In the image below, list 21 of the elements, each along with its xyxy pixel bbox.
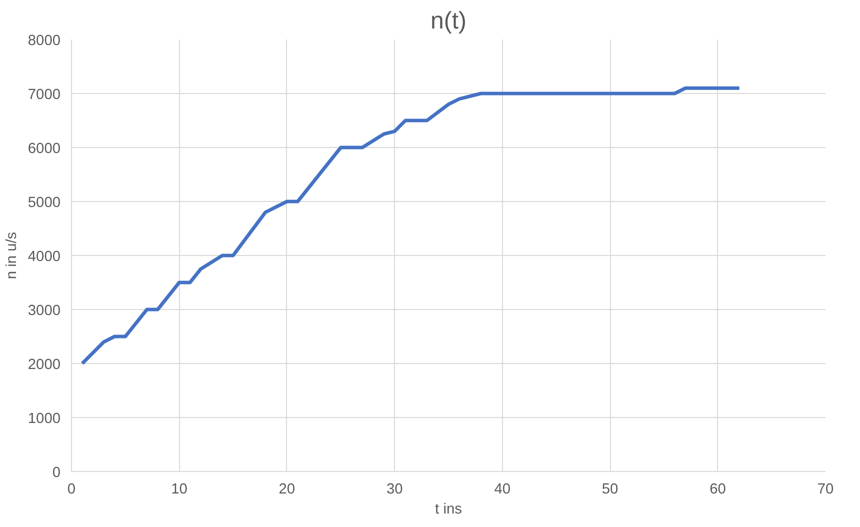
x-tick-label: 50: [602, 482, 618, 498]
chart-title: n(t): [430, 8, 466, 34]
y-tick-label: 8000: [28, 33, 61, 49]
x-tick-label: 40: [494, 482, 511, 498]
y-tick-label: 1000: [28, 411, 61, 427]
y-tick-label: 6000: [28, 141, 61, 157]
y-tick-label: 0: [52, 465, 61, 481]
x-tick-label: 60: [710, 482, 726, 498]
y-tick-label: 5000: [28, 195, 61, 211]
x-tick-label: 70: [817, 482, 834, 498]
x-tick-label: 20: [278, 482, 296, 498]
y-tick-label: 4000: [28, 249, 61, 265]
x-tick-label: 0: [67, 482, 76, 498]
y-axis-title: n in u/s: [4, 232, 20, 280]
x-tick-label: 10: [171, 482, 188, 498]
y-tick-label: 2000: [28, 357, 61, 373]
x-axis-title: t ins: [435, 502, 462, 518]
line-series: [80, 86, 742, 366]
y-tick-label: 7000: [28, 87, 61, 103]
y-tick-label: 3000: [28, 303, 61, 319]
x-tick-label: 30: [386, 482, 403, 498]
